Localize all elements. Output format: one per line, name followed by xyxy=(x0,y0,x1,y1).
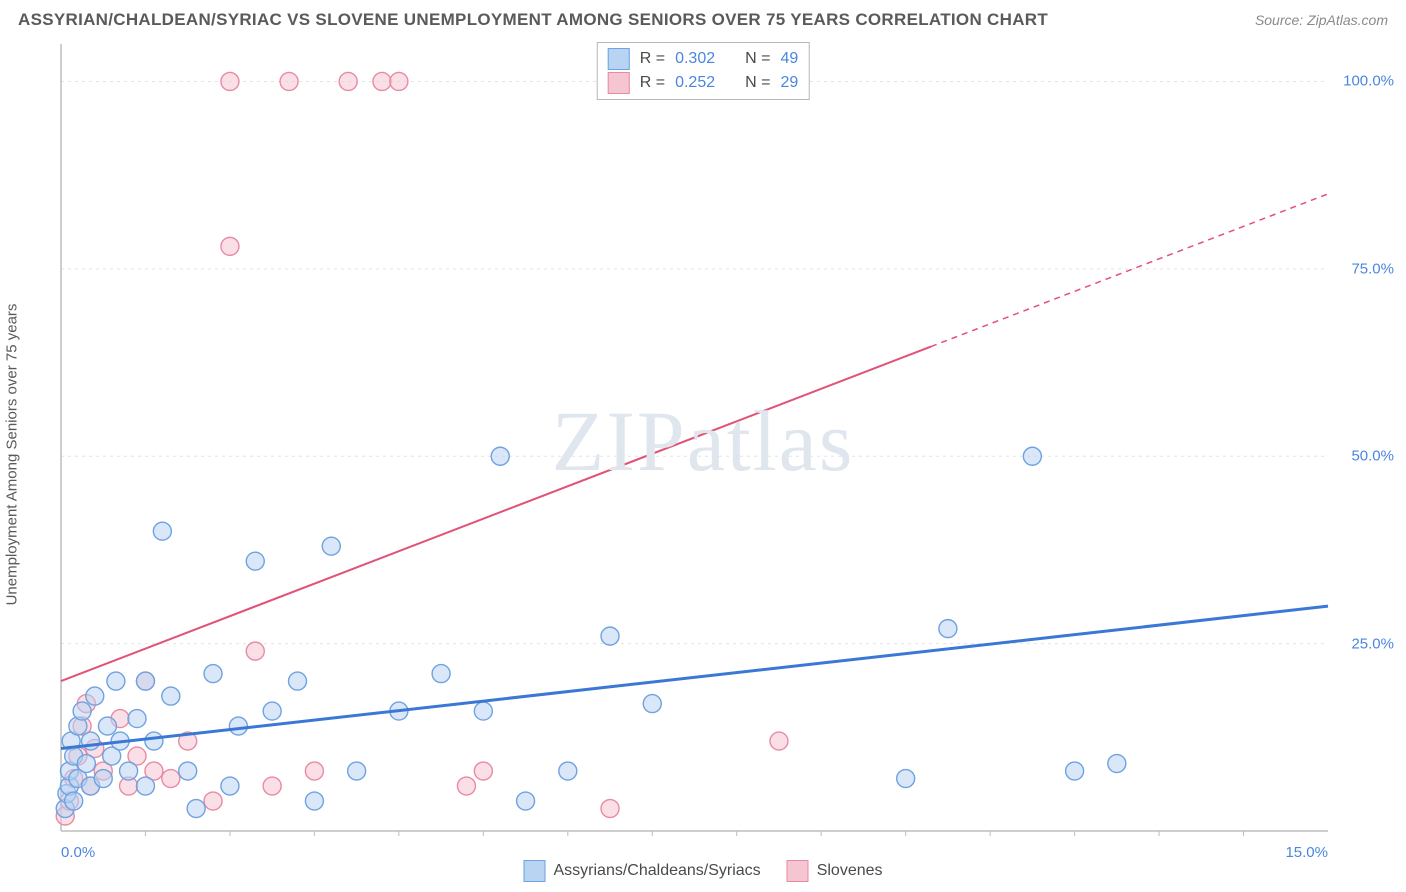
x-tick-label: 15.0% xyxy=(1285,844,1328,861)
chart-source: Source: ZipAtlas.com xyxy=(1255,12,1388,28)
chart-header: ASSYRIAN/CHALDEAN/SYRIAC VS SLOVENE UNEM… xyxy=(18,10,1388,30)
legend-swatch xyxy=(608,48,630,70)
legend-n-label: N = xyxy=(745,50,770,68)
chart-title: ASSYRIAN/CHALDEAN/SYRIAC VS SLOVENE UNEM… xyxy=(18,10,1048,30)
legend-n-label: N = xyxy=(745,74,770,92)
legend-r-label: R = xyxy=(640,74,665,92)
legend-stat-row: R = 0.252 N = 29 xyxy=(608,71,799,95)
chart-svg xyxy=(55,40,1398,837)
y-tick-label: 25.0% xyxy=(1351,635,1394,652)
x-tick-label: 0.0% xyxy=(61,844,95,861)
legend-swatch xyxy=(608,72,630,94)
y-axis-labels: 25.0% 50.0% 75.0% 100.0% xyxy=(1334,40,1394,837)
legend-r-value: 0.302 xyxy=(675,50,715,68)
y-tick-label: 50.0% xyxy=(1351,448,1394,465)
legend-stat-row: R = 0.302 N = 49 xyxy=(608,47,799,71)
legend-r-value: 0.252 xyxy=(675,74,715,92)
legend-n-value: 49 xyxy=(780,50,798,68)
legend-n-value: 29 xyxy=(780,74,798,92)
plot-area xyxy=(55,40,1398,837)
y-axis-label: Unemployment Among Seniors over 75 years xyxy=(4,304,21,606)
legend-label: Assyrians/Chaldeans/Syriacs xyxy=(553,862,760,880)
legend-r-label: R = xyxy=(640,50,665,68)
legend-label: Slovenes xyxy=(817,862,883,880)
y-tick-label: 100.0% xyxy=(1343,73,1394,90)
legend-stats: R = 0.302 N = 49 R = 0.252 N = 29 xyxy=(597,42,810,100)
x-axis-labels: 0.0% 15.0% xyxy=(55,844,1398,864)
y-tick-label: 75.0% xyxy=(1351,260,1394,277)
